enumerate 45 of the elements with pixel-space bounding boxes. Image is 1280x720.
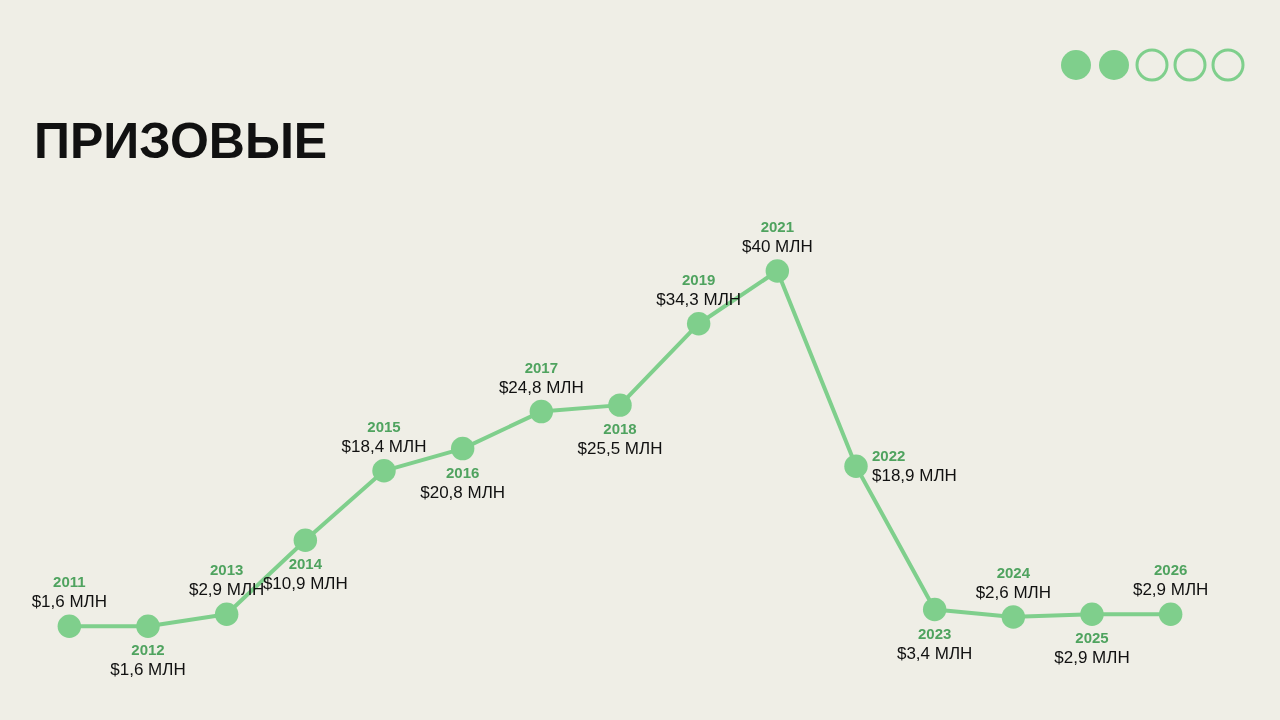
point (529, 399, 554, 424)
x-tick-label: 2018 (603, 420, 637, 438)
data-label: $1,6 МЛН (110, 660, 186, 680)
point (608, 393, 632, 417)
data-label: $18,4 МЛН (341, 436, 427, 456)
data-label: $2,9 МЛН (1054, 648, 1130, 668)
x-tick-label: 2019 (681, 270, 716, 288)
x-tick-label: 2016 (445, 463, 480, 481)
data-label: $34,3 МЛН (656, 289, 742, 309)
x-tick-label: 2023 (917, 624, 952, 642)
data-label: $2,9 МЛН (1132, 580, 1209, 600)
point (1001, 605, 1026, 629)
point (1080, 602, 1104, 626)
point (1158, 602, 1183, 626)
data-label: $3,4 МЛН (896, 643, 973, 663)
point (765, 259, 790, 283)
x-tick-label: 2026 (1153, 561, 1188, 579)
x-tick-label: 2024 (996, 563, 1031, 581)
x-tick-label: 2012 (131, 641, 165, 659)
x-tick-label: 2025 (1075, 629, 1109, 647)
point (214, 602, 239, 626)
x-tick-label: 2017 (524, 358, 559, 376)
point (686, 312, 711, 336)
data-label: $20,8 МЛН (420, 482, 506, 502)
data-label: $40 МЛН (741, 237, 813, 256)
point (136, 614, 160, 638)
data-label: $1,6 МЛН (31, 592, 108, 612)
point (450, 436, 475, 461)
point (372, 459, 396, 483)
x-tick-label: 2021 (760, 218, 795, 235)
data-label: $18,9 МЛН (872, 466, 957, 486)
point (57, 614, 82, 638)
point (844, 454, 868, 478)
point (293, 528, 318, 552)
chart-title: ПРИЗОВЫЕ (34, 112, 328, 170)
x-tick-label: 2013 (209, 561, 244, 579)
x-tick-label: 2011 (53, 573, 86, 591)
x-tick-label: 2015 (367, 417, 401, 435)
data-label: $10,9 МЛН (262, 574, 348, 594)
data-label: $24,8 МЛН (498, 377, 584, 397)
data-label: $2,6 МЛН (975, 582, 1052, 602)
point (922, 597, 947, 622)
x-tick-label: 2014 (288, 555, 323, 573)
x-tick-label: 2022 (872, 447, 906, 465)
data-label: $25,5 МЛН (577, 439, 663, 459)
